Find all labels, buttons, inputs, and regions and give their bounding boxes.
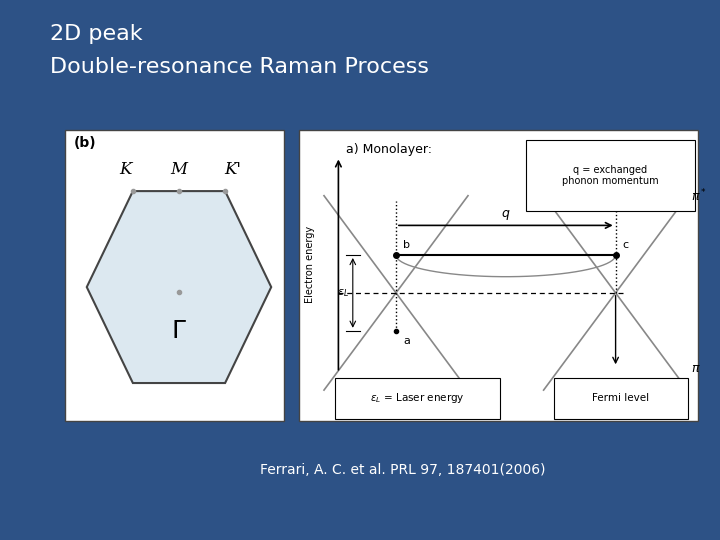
Text: Double-resonance Raman Process: Double-resonance Raman Process [50,57,429,77]
Text: q: q [502,207,510,220]
Text: M: M [171,160,187,178]
Text: K': K' [224,160,240,178]
Text: a: a [403,336,410,346]
Text: $\varepsilon_L$: $\varepsilon_L$ [338,287,349,299]
FancyBboxPatch shape [526,140,695,211]
Text: 2D peak: 2D peak [50,24,143,44]
Text: Fermi level: Fermi level [593,393,649,403]
Text: $\pi$: $\pi$ [691,362,701,375]
Text: q = exchanged
phonon momentum: q = exchanged phonon momentum [562,165,659,186]
FancyBboxPatch shape [554,378,688,419]
Text: $\Gamma$: $\Gamma$ [171,320,187,343]
Text: (b): (b) [74,136,96,150]
Text: Electron energy: Electron energy [305,226,315,303]
Text: Ferrari, A. C. et al. PRL 97, 187401(2006): Ferrari, A. C. et al. PRL 97, 187401(200… [261,463,546,477]
Text: $\pi^*$: $\pi^*$ [691,187,707,204]
Text: K: K [120,160,132,178]
FancyBboxPatch shape [65,130,284,421]
Text: a) Monolayer:: a) Monolayer: [346,143,431,156]
Text: b: b [403,240,410,249]
FancyBboxPatch shape [299,130,698,421]
Polygon shape [86,191,271,383]
Text: $\varepsilon_L$ = Laser energy: $\varepsilon_L$ = Laser energy [370,392,465,405]
Text: c: c [623,240,629,249]
FancyBboxPatch shape [335,378,500,419]
